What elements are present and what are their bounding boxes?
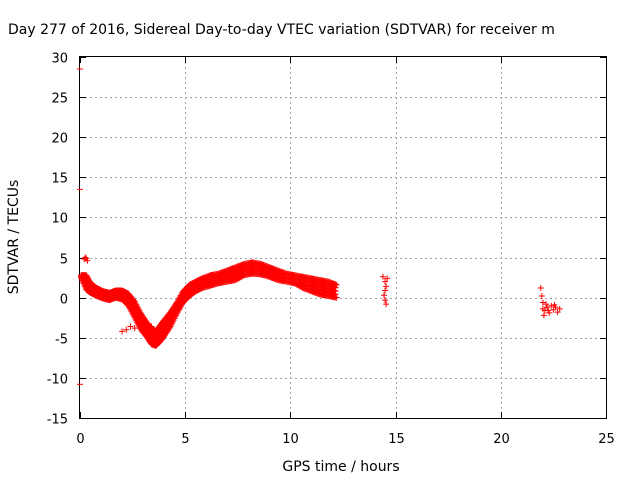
data-point [383,301,390,308]
y-tick-label: -10 [47,373,68,388]
y-tick-label: 30 [51,52,68,67]
y-tick-label: -15 [47,413,68,428]
data-point [540,312,547,319]
y-tick-label: -5 [55,333,68,348]
data-point [538,293,545,300]
x-tick-label: 15 [388,432,405,447]
data-points [77,68,563,385]
data-point [127,323,134,330]
data-point [551,301,558,308]
y-tick-label: 10 [51,212,68,227]
data-point [333,294,340,301]
data-point [382,297,389,304]
data-point [381,292,388,299]
data-point [140,323,147,330]
x-tick-label: 0 [76,432,84,447]
x-tick-label: 10 [282,432,299,447]
x-axis-label: GPS time / hours [282,459,399,475]
data-point [543,301,550,308]
axis-ticks: -15 -10 -5 0 5 10 15 20 25 30 0 5 10 15 20 25 [47,52,615,448]
y-tick-label: 20 [51,132,68,147]
x-tick-label: 5 [181,432,189,447]
data-point [544,304,551,311]
data-point [148,323,155,330]
x-tick-label: 20 [493,432,510,447]
y-tick-label: 5 [60,253,68,268]
y-axis-label: SDTVAR / TECUs [6,180,22,295]
data-point [548,302,555,309]
data-point [144,320,151,327]
data-point [333,281,340,288]
data-point [382,278,389,285]
data-point [131,325,138,332]
data-point [135,321,142,328]
data-point [539,299,546,306]
x-tick-label: 25 [598,432,615,447]
data-point [537,285,544,292]
chart-title: Day 277 of 2016, Sidereal Day-to-day VTE… [8,22,555,38]
data-point [545,307,552,314]
grid [80,57,606,418]
y-tick-label: 0 [60,293,68,308]
plot-frame [79,56,607,419]
data-point [382,287,389,294]
y-tick-label: 15 [51,172,68,187]
data-point [383,283,390,290]
data-point [554,309,561,316]
y-tick-label: 25 [51,92,68,107]
data-point [384,275,391,282]
data-point [84,257,91,264]
data-point [82,254,89,261]
data-point [556,305,563,312]
data-point [379,273,386,280]
data-point [119,328,126,335]
data-point [123,326,130,333]
